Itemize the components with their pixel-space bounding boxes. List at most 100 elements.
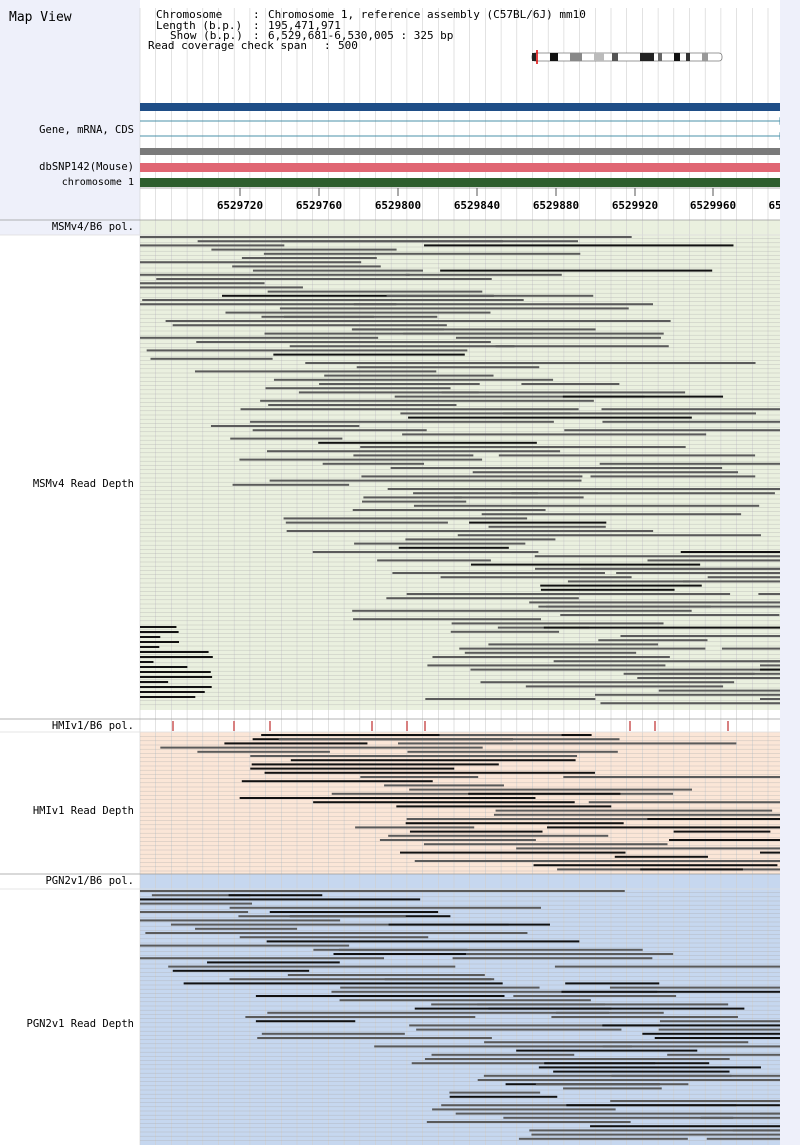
msm-read: [210, 425, 360, 427]
msm-read: [600, 702, 800, 705]
msm-read: [680, 551, 800, 553]
msm-read: [602, 488, 800, 490]
msm-read: [403, 332, 664, 335]
pgn-read: [333, 953, 592, 955]
pgn-read: [531, 1133, 791, 1136]
pgn-read: [488, 1007, 745, 1010]
msm-read: [312, 551, 539, 553]
msm-read: [425, 362, 756, 364]
msm-read: [140, 636, 161, 638]
chromosome-bar: [140, 178, 780, 187]
pgn-read: [563, 1087, 662, 1090]
pgn-read: [168, 965, 456, 968]
show-value: 6,529,681-6,530,005 : 325 bp: [268, 29, 454, 42]
axis-tick-label: 6529720: [217, 199, 263, 212]
pgn-read: [416, 1028, 622, 1031]
msm-read: [289, 345, 515, 348]
pgn-read: [659, 1020, 800, 1023]
msm-read: [225, 311, 491, 314]
hmi-read: [423, 843, 668, 846]
msm-read: [172, 324, 447, 327]
msm-read: [387, 488, 732, 490]
cds-bar: [140, 148, 780, 155]
pgn-read: [207, 961, 340, 964]
pgn-read: [140, 902, 253, 905]
msm-read: [529, 601, 793, 604]
msm-read: [356, 366, 540, 369]
msm-read: [567, 580, 691, 583]
pgn-read: [195, 927, 298, 930]
msm-read: [390, 467, 723, 469]
msm-read: [481, 513, 742, 516]
pgn-read: [654, 1037, 800, 1039]
msm-read: [534, 555, 800, 558]
msm-read: [140, 303, 397, 306]
ideogram-band: [550, 53, 558, 61]
left-panel-header-bg: [0, 0, 140, 235]
msm-read: [264, 332, 533, 335]
msm-read: [252, 429, 427, 432]
gene-bar: [140, 103, 780, 111]
msm-read: [140, 646, 160, 648]
axis-tick-label: 6529840: [454, 199, 500, 212]
hmi-read: [355, 826, 475, 829]
msm-read: [260, 399, 594, 402]
hmi-read: [241, 780, 433, 783]
msm-read: [305, 362, 488, 364]
pgn-read: [339, 999, 591, 1002]
ideogram-band: [594, 53, 604, 61]
msm-read: [353, 303, 654, 306]
hmi-read: [278, 738, 620, 741]
msm-read: [470, 668, 796, 671]
pgn-read: [140, 898, 421, 901]
hmi-read: [379, 839, 536, 841]
msm-read: [211, 248, 397, 251]
msm-read: [363, 496, 462, 499]
msm-read: [559, 530, 654, 532]
msm-read: [707, 576, 800, 579]
msm-read: [140, 681, 169, 683]
msm-read: [156, 278, 492, 280]
msm-read: [324, 374, 494, 377]
axis-tick-label: 6529920: [612, 199, 658, 212]
pgn-read: [732, 1129, 800, 1132]
msm-read: [239, 458, 483, 461]
hmi-read: [414, 860, 657, 862]
hmi-read: [547, 826, 800, 829]
pgn-read: [535, 1083, 689, 1086]
hmi-read: [250, 755, 578, 757]
msm-read: [450, 630, 560, 633]
pgn-read: [551, 1079, 800, 1081]
pgn-read: [374, 1045, 632, 1048]
msm-read: [140, 244, 285, 247]
coverage-value: 500: [338, 39, 358, 52]
msm-read: [140, 261, 362, 264]
pgn-read: [449, 1095, 558, 1098]
msm-read: [285, 521, 448, 524]
msm-read: [601, 408, 800, 411]
pgn-read: [140, 911, 249, 913]
msm-read: [273, 353, 465, 356]
ideogram-band: [640, 53, 654, 61]
pgn-read: [538, 1066, 761, 1069]
axis-tick-label: 6529880: [533, 199, 579, 212]
msm-read: [623, 672, 755, 675]
msm-read: [150, 357, 273, 360]
msm-read: [408, 416, 692, 419]
msm-read: [405, 538, 556, 541]
pgn-read: [713, 1100, 800, 1102]
msm-read: [318, 441, 537, 444]
right-edge-panel: [780, 0, 800, 1145]
ideogram-band: [702, 53, 708, 61]
msm-read: [564, 429, 800, 432]
pgn-read: [267, 1011, 610, 1014]
msm-read: [196, 341, 385, 343]
msm-read: [540, 584, 702, 587]
axis-tick-label: 6529960: [690, 199, 736, 212]
pgn-read: [426, 1121, 631, 1123]
pgn-read: [257, 1037, 492, 1039]
msm-read: [457, 534, 761, 537]
dbsnp-bar: [140, 163, 780, 172]
msm-read: [240, 408, 579, 411]
